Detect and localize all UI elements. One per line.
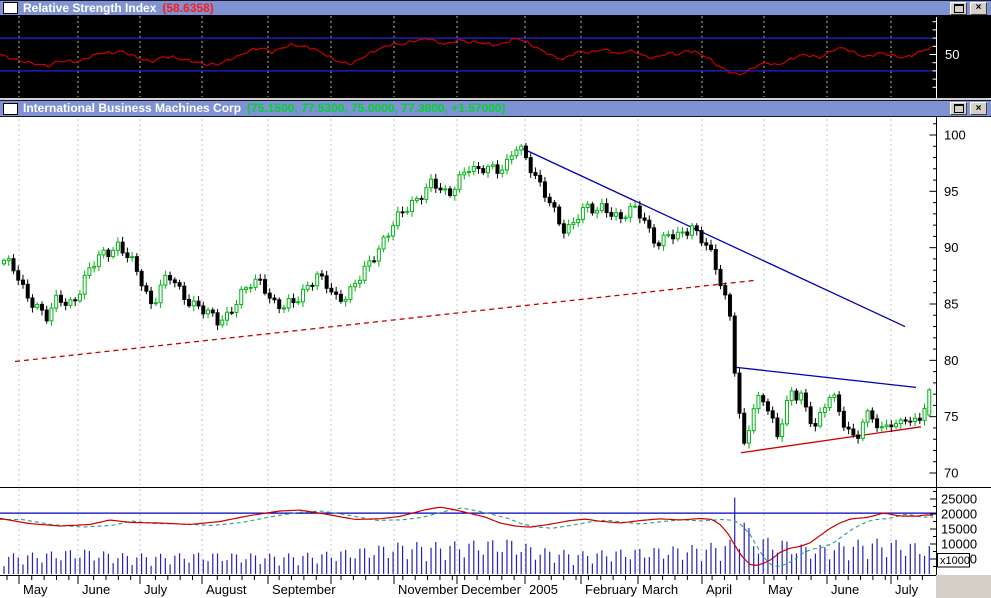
svg-text:2005: 2005 [529,582,558,597]
svg-text:March: March [642,582,678,597]
svg-text:95: 95 [944,184,958,199]
rsi-window-title: Relative Strength Index [23,0,157,15]
price-ohlc-quote: (75.1500, 77.5300, 75.0000, 77.3800, +1.… [247,101,506,115]
svg-text:25000: 25000 [941,492,977,507]
svg-text:85: 85 [944,297,958,312]
price-window-title: International Business Machines Corp [23,101,242,115]
svg-text:May: May [23,582,48,597]
svg-text:50: 50 [945,47,959,62]
maximize-icon [953,3,964,13]
rsi-plot[interactable]: 50 [0,15,991,98]
svg-text:April: April [706,582,732,597]
close-button[interactable]: × [970,102,987,115]
svg-text:15000: 15000 [941,522,977,537]
window-menu-icon[interactable] [3,2,18,14]
svg-text:December: December [461,582,522,597]
maximize-icon [953,104,964,113]
close-button[interactable]: × [970,1,987,15]
rsi-window-titlebar[interactable]: Relative Strength Index (58.6358) × [0,0,991,15]
maximize-button[interactable] [950,1,967,15]
svg-text:90: 90 [944,240,958,255]
svg-text:10000: 10000 [941,537,977,552]
svg-text:February: February [585,582,638,597]
svg-text:70: 70 [944,466,958,481]
window-menu-icon[interactable] [3,102,18,115]
rsi-current-value: (58.6358) [162,0,214,15]
time-axis: May June July August September November Decemb… [0,575,936,598]
svg-text:July: July [895,582,919,597]
svg-text:August: August [206,582,247,597]
svg-text:June: June [831,582,859,597]
svg-text:80: 80 [944,353,958,368]
svg-text:20000: 20000 [941,507,977,522]
svg-text:May: May [768,582,793,597]
svg-text:100: 100 [944,128,966,143]
svg-text:75: 75 [944,409,958,424]
svg-text:June: June [82,582,110,597]
close-icon: × [975,102,982,114]
svg-text:July: July [144,582,168,597]
price-window-titlebar[interactable]: International Business Machines Corp (75… [0,100,991,117]
volume-plot[interactable]: 2500020000150001000050005000x1000 [0,487,991,575]
svg-text:x1000: x1000 [940,555,970,567]
maximize-button[interactable] [950,102,967,115]
svg-text:November: November [398,582,459,597]
candlestick-plot[interactable]: 70 75 80 85 90 95 100 [0,117,991,487]
close-icon: × [975,2,982,13]
svg-text:September: September [272,582,336,597]
